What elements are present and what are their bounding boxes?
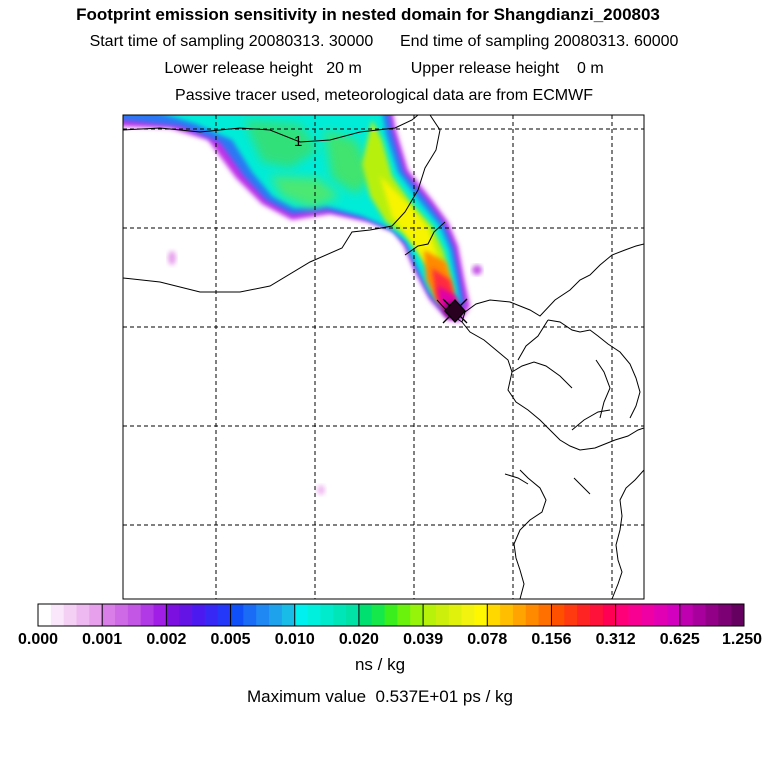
- colorbar-tick-label: 0.002: [146, 631, 186, 648]
- colorbar-swatch: [192, 604, 206, 626]
- colorbar-swatch: [50, 604, 65, 626]
- colorbar-swatch: [718, 604, 732, 626]
- colorbar-swatch: [615, 604, 629, 626]
- colorbar-tick-label: 0.000: [18, 631, 58, 648]
- colorbar-swatch: [628, 604, 642, 626]
- colorbar-swatch: [230, 604, 244, 626]
- colorbar-swatch: [307, 604, 321, 626]
- end-label: End time of sampling: [400, 33, 550, 50]
- colorbar-swatch: [435, 604, 450, 626]
- colorbar-swatch: [179, 604, 193, 626]
- map-frame: [122, 114, 645, 600]
- release-heights: Lower release height 20 m Upper release …: [0, 60, 768, 78]
- map-title: Footprint emission sensitivity in nested…: [76, 5, 660, 24]
- max-value: 0.537E+01 ps / kg: [375, 687, 514, 706]
- colorbar-tick-label: 0.625: [660, 631, 700, 648]
- contour-label: 1: [294, 133, 302, 150]
- plume-layer: [123, 115, 482, 495]
- colorbar-swatch: [500, 604, 514, 626]
- upper-label: Upper release height: [410, 60, 560, 77]
- end-value: 20080313. 60000: [553, 33, 679, 50]
- colorbar-swatch: [153, 604, 167, 626]
- colorbar-swatch: [641, 604, 655, 626]
- lower-value: 20 m: [326, 60, 362, 77]
- colorbar-swatch: [38, 604, 52, 626]
- colorbar-swatch: [333, 604, 347, 626]
- colorbar-swatch: [564, 604, 578, 626]
- start-label: Start time of sampling: [89, 33, 245, 50]
- colorbar-swatch: [448, 604, 462, 626]
- colorbar-swatch: [89, 604, 103, 626]
- colorbar-swatch: [76, 604, 90, 626]
- colorbar-swatch: [294, 604, 308, 626]
- colorbar-swatch: [589, 604, 604, 626]
- colorbar-swatch: [679, 604, 694, 626]
- colorbar-swatch: [358, 604, 373, 626]
- colorbar-swatch: [269, 604, 283, 626]
- colorbar-swatch: [474, 604, 488, 626]
- upper-value: 0 m: [577, 60, 604, 77]
- colorbar-frame: [37, 603, 745, 627]
- colorbar-swatch: [256, 604, 270, 626]
- colorbar-swatch: [166, 604, 180, 626]
- maximum-value: Maximum value 0.537E+01 ps / kg: [0, 687, 764, 707]
- unit-label: ns / kg: [354, 655, 406, 674]
- colorbar: [37, 604, 745, 626]
- colorbar-swatch: [204, 604, 219, 626]
- colorbar-tick-label: 0.039: [403, 631, 443, 648]
- colorbar-swatch: [127, 604, 142, 626]
- colorbar-swatch: [654, 604, 668, 626]
- colorbar-tick-label: 0.312: [596, 631, 636, 648]
- colorbar-swatch: [102, 604, 116, 626]
- start-value: 20080313. 30000: [248, 33, 374, 50]
- colorbar-tick-label: 0.005: [211, 631, 251, 648]
- colorbar-swatch: [423, 604, 437, 626]
- colorbar-swatch: [487, 604, 501, 626]
- colorbar-swatch: [410, 604, 424, 626]
- colorbar-tick-label: 0.020: [339, 631, 379, 648]
- colorbar-tick-label: 0.010: [275, 631, 315, 648]
- colorbar-swatch: [320, 604, 334, 626]
- colorbar-swatch: [577, 604, 591, 626]
- colorbar-swatch: [63, 604, 77, 626]
- colorbar-swatch: [346, 604, 360, 626]
- colorbar-swatch: [666, 604, 681, 626]
- sampling-times: Start time of sampling 20080313. 30000 E…: [0, 33, 768, 51]
- colorbar-swatch: [551, 604, 565, 626]
- colorbar-swatch: [461, 604, 475, 626]
- colorbar-swatch: [397, 604, 411, 626]
- colorbar-swatch: [705, 604, 719, 626]
- colorbar-swatch: [731, 604, 745, 626]
- data-note: Passive tracer used, meteorological data…: [175, 87, 593, 104]
- receptor-marker-icon: [442, 298, 468, 324]
- max-label: Maximum value: [246, 687, 367, 706]
- colorbar-swatch: [140, 604, 154, 626]
- colorbar-swatch: [512, 604, 527, 626]
- colorbar-tick-label: 0.001: [82, 631, 122, 648]
- colorbar-swatch: [243, 604, 257, 626]
- colorbar-swatch: [538, 604, 552, 626]
- lower-label: Lower release height: [164, 60, 313, 77]
- colorbar-tick-label: 0.156: [531, 631, 571, 648]
- colorbar-swatch: [281, 604, 296, 626]
- colorbar-tick-labels: 0.000 0.001 0.002 0.005 0.010 0.020 0.039 0.078…: [18, 631, 762, 648]
- colorbar-swatch: [525, 604, 540, 626]
- colorbar-tick-label: 0.078: [467, 631, 507, 648]
- colorbar-swatch: [602, 604, 617, 626]
- colorbar-tick-label: 1.250: [722, 631, 762, 648]
- colorbar-swatch: [384, 604, 398, 626]
- colorbar-swatch: [692, 604, 706, 626]
- colorbar-swatch: [115, 604, 129, 626]
- graticule: [123, 115, 644, 599]
- colorbar-swatch: [217, 604, 231, 626]
- colorbar-swatch: [371, 604, 385, 626]
